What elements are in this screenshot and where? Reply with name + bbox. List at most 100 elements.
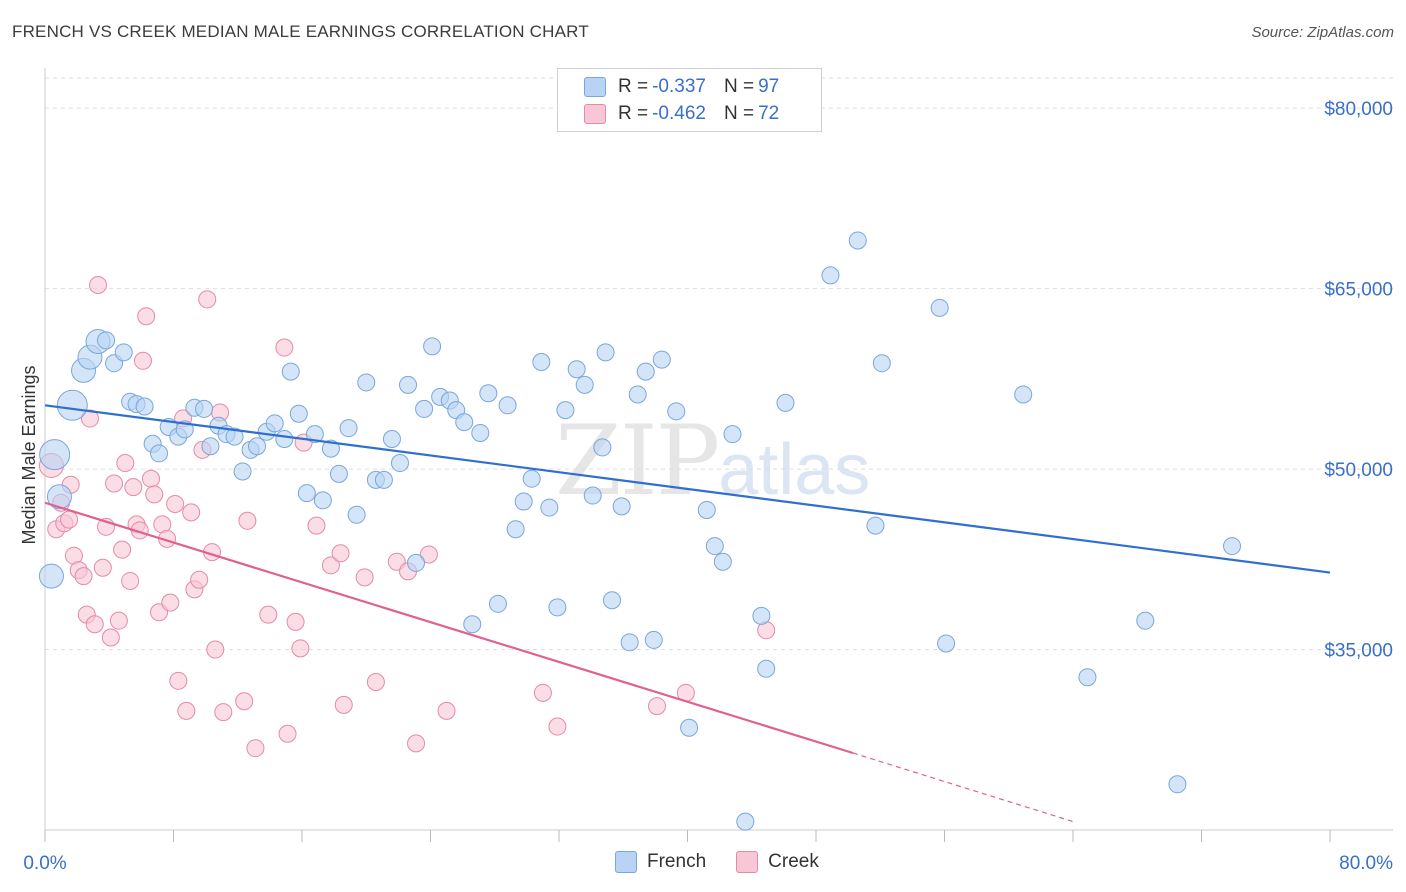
data-point-creek bbox=[533, 683, 552, 702]
data-point-french bbox=[97, 331, 116, 350]
data-point-french bbox=[752, 606, 771, 625]
legend-swatch-french bbox=[615, 851, 637, 873]
data-point-french bbox=[506, 520, 525, 539]
data-point-french bbox=[225, 427, 244, 446]
data-point-french bbox=[652, 350, 671, 369]
data-point-french bbox=[667, 402, 686, 421]
data-point-creek bbox=[307, 516, 326, 535]
data-point-french bbox=[713, 552, 732, 571]
data-point-creek bbox=[331, 544, 350, 563]
data-point-french bbox=[114, 343, 133, 362]
legend-n-label: N = bbox=[723, 76, 755, 97]
data-point-french bbox=[321, 439, 340, 458]
x-tick-label: 80.0% bbox=[1339, 853, 1393, 874]
data-point-french bbox=[357, 373, 376, 392]
data-point-creek bbox=[182, 503, 201, 522]
data-point-french bbox=[305, 425, 324, 444]
data-point-creek bbox=[437, 701, 456, 720]
data-point-creek bbox=[647, 697, 666, 716]
data-point-french bbox=[644, 630, 663, 649]
data-point-creek bbox=[74, 567, 93, 586]
data-point-creek bbox=[89, 275, 108, 294]
y-axis-label: Median Male Earnings bbox=[19, 365, 39, 544]
data-point-french bbox=[1168, 775, 1187, 794]
legend-item-french: French bbox=[615, 851, 706, 873]
data-point-creek bbox=[206, 640, 225, 659]
data-point-french bbox=[201, 437, 220, 456]
data-point-french bbox=[556, 401, 575, 420]
data-point-french bbox=[736, 812, 755, 831]
data-point-french bbox=[612, 497, 631, 516]
trend-line-french bbox=[44, 404, 1331, 574]
data-point-creek bbox=[198, 290, 217, 309]
data-point-creek bbox=[238, 511, 257, 530]
data-point-french bbox=[56, 389, 88, 421]
data-point-french bbox=[46, 484, 72, 510]
data-point-creek bbox=[105, 474, 124, 493]
data-point-french bbox=[415, 399, 434, 418]
data-point-french bbox=[423, 337, 442, 356]
chart-title: FRENCH VS CREEK MEDIAN MALE EARNINGS COR… bbox=[12, 22, 589, 41]
data-point-french bbox=[399, 375, 418, 394]
data-point-creek bbox=[235, 692, 254, 711]
data-point-creek bbox=[145, 485, 164, 504]
data-point-creek bbox=[278, 724, 297, 743]
data-point-creek bbox=[101, 628, 120, 647]
legend-r-value: -0.337 bbox=[652, 76, 706, 97]
data-point-creek bbox=[133, 351, 152, 370]
data-point-creek bbox=[407, 734, 426, 753]
data-point-creek bbox=[109, 611, 128, 630]
data-point-french bbox=[593, 438, 612, 457]
data-point-creek bbox=[161, 593, 180, 612]
data-point-french bbox=[275, 429, 294, 448]
data-point-french bbox=[297, 484, 316, 503]
data-point-french bbox=[532, 352, 551, 371]
data-point-creek bbox=[93, 558, 112, 577]
data-point-french bbox=[548, 598, 567, 617]
data-point-french bbox=[479, 384, 498, 403]
data-point-french bbox=[347, 505, 366, 524]
data-point-creek bbox=[116, 454, 135, 473]
data-point-french bbox=[680, 718, 699, 737]
series-legend: French Creek bbox=[615, 851, 849, 873]
data-point-french bbox=[248, 437, 267, 456]
legend-r-label: R = bbox=[618, 103, 649, 124]
data-point-creek bbox=[60, 510, 79, 529]
data-point-creek bbox=[137, 307, 156, 326]
data-point-french bbox=[455, 413, 474, 432]
data-point-creek bbox=[355, 568, 374, 587]
data-point-french bbox=[575, 375, 594, 394]
data-point-creek bbox=[142, 469, 161, 488]
data-point-french bbox=[937, 634, 956, 653]
data-point-creek bbox=[124, 478, 143, 497]
data-point-french bbox=[705, 537, 724, 556]
data-point-french bbox=[596, 343, 615, 362]
data-point-french bbox=[1014, 385, 1033, 404]
data-point-french bbox=[514, 492, 533, 511]
trend-line-extension-creek bbox=[852, 752, 1074, 823]
data-point-french bbox=[540, 498, 559, 517]
correlation-legend: R = -0.337 N = 97 R = -0.462 N = 72 bbox=[557, 68, 822, 132]
data-point-creek bbox=[169, 671, 188, 690]
data-point-french bbox=[583, 486, 602, 505]
legend-row-creek: R = -0.462 N = 72 bbox=[584, 102, 779, 126]
data-point-french bbox=[289, 404, 308, 423]
data-point-french bbox=[233, 462, 252, 481]
chart-source: Source: ZipAtlas.com bbox=[1251, 24, 1394, 41]
data-point-french bbox=[567, 360, 586, 379]
data-point-french bbox=[39, 439, 71, 471]
legend-item-creek: Creek bbox=[736, 851, 819, 873]
data-point-creek bbox=[275, 338, 294, 357]
data-point-french bbox=[1078, 668, 1097, 687]
data-point-french bbox=[723, 425, 742, 444]
y-tick-label: $50,000 bbox=[1324, 460, 1393, 481]
data-point-french bbox=[38, 563, 64, 589]
data-point-french bbox=[603, 591, 622, 610]
data-point-creek bbox=[80, 409, 99, 428]
data-point-creek bbox=[291, 639, 310, 658]
x-tick-label: 0.0% bbox=[23, 853, 66, 874]
data-point-creek bbox=[113, 540, 132, 559]
trend-line-creek bbox=[44, 501, 854, 755]
data-point-creek bbox=[85, 615, 104, 634]
legend-n-value: 72 bbox=[758, 103, 780, 124]
